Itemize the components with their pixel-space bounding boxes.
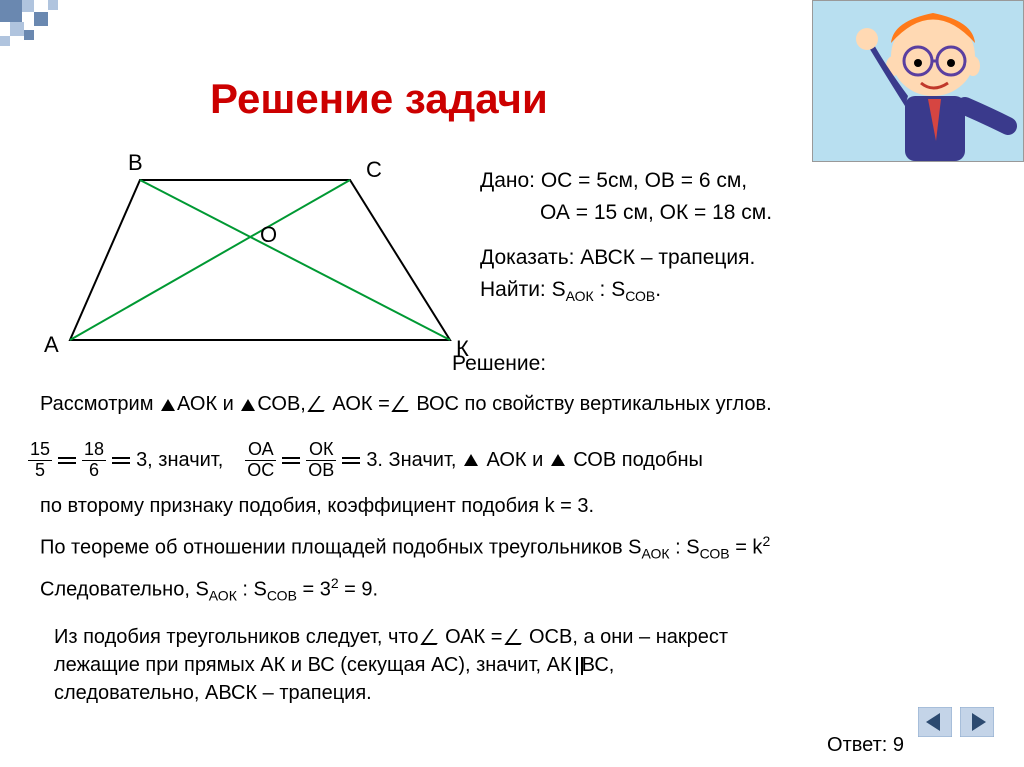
corner-decoration (0, 0, 80, 60)
s4c: = k (730, 537, 763, 559)
given-block: Дано: ОС = 5см, ОВ = 6 см, ОА = 15 см, О… (480, 165, 772, 307)
angle-icon (504, 629, 531, 645)
angle-icon (392, 396, 419, 412)
cartoon-illustration (812, 0, 1024, 162)
s1a: Рассмотрим (40, 393, 159, 415)
find-prefix: Найти: S (480, 278, 566, 301)
given-prove: Доказать: АВСК – трапеция. (480, 242, 772, 274)
find-suffix: . (655, 278, 661, 301)
s2d: СОВ подобны (573, 449, 703, 472)
s6e: ВС, (582, 654, 615, 676)
s4a: По теореме об отношении площадей подобны… (40, 537, 642, 559)
parallel-icon (576, 657, 578, 675)
vertex-a-label: А (44, 332, 59, 358)
s1e: ВОС по свойству вертикальных углов. (416, 393, 771, 415)
triangle-icon (464, 454, 478, 466)
s5d: = 9. (339, 579, 378, 601)
equals-icon (282, 454, 300, 467)
s4b: : S (670, 537, 700, 559)
s2b: 3. Значит, (366, 449, 456, 472)
s1d: АОК = (332, 393, 395, 415)
nav-buttons (918, 707, 994, 737)
nav-prev-button[interactable] (918, 707, 952, 737)
given-find: Найти: SАОК : SСОВ. (480, 274, 772, 307)
s4sup: 2 (762, 533, 770, 549)
frac-18-6: 186 (82, 440, 106, 481)
triangle-icon (551, 454, 565, 466)
step-3: по второму признаку подобия, коэффициент… (40, 495, 594, 518)
frac-15-5: 155 (28, 440, 52, 481)
angle-icon (308, 396, 335, 412)
s4sub1: АОК (642, 546, 670, 562)
s6a: Из подобия треугольников следует, что (54, 626, 424, 648)
solution-label: Решение: (452, 352, 546, 376)
s1c: СОВ, (257, 393, 311, 415)
trapezoid-diagram: В С А К О (40, 150, 470, 365)
given-line1: Дано: ОС = 5см, ОВ = 6 см, (480, 165, 772, 197)
s6b: ОАК = (445, 626, 508, 648)
frac-ok-ob: ОКОВ (306, 440, 336, 481)
s5sub2: СОВ (267, 588, 297, 604)
nav-next-button[interactable] (960, 707, 994, 737)
answer: Ответ: 9 (827, 734, 904, 757)
given-line2: ОА = 15 см, ОК = 18 см. (480, 197, 772, 229)
step-1: Рассмотрим АОК и СОВ, АОК = ВОС по свойс… (40, 393, 772, 416)
s5sup: 2 (331, 575, 339, 591)
frac-oa-oc: ОАОС (245, 440, 276, 481)
s2c: АОК и (486, 449, 543, 472)
s6d: лежащие при прямых АК и ВС (секущая АС),… (54, 654, 572, 676)
s2a: 3, значит, (136, 449, 223, 472)
s1b: АОК и (177, 393, 239, 415)
vertex-c-label: С (366, 157, 382, 183)
vertex-o-label: О (260, 222, 277, 248)
vertex-b-label: В (128, 150, 143, 176)
triangle-icon (241, 399, 255, 411)
triangle-icon (161, 399, 175, 411)
s6c: ОСВ, а они – накрест (529, 626, 728, 648)
find-sub2: СОВ (625, 288, 655, 304)
s4sub2: СОВ (700, 546, 730, 562)
equals-icon (342, 454, 360, 467)
find-sub1: АОК (566, 288, 594, 304)
step-4: По теореме об отношении площадей подобны… (40, 533, 770, 562)
page-title: Решение задачи (210, 75, 548, 123)
s6f: следовательно, АВСК – трапеция. (54, 682, 372, 704)
equals-icon (58, 454, 76, 467)
find-mid: : S (594, 278, 626, 301)
s5b: : S (237, 579, 267, 601)
step-6: Из подобия треугольников следует, что ОА… (54, 623, 728, 707)
s5a: Следовательно, S (40, 579, 209, 601)
s5sub1: АОК (209, 588, 237, 604)
angle-icon (420, 629, 447, 645)
s5c: = 3 (297, 579, 331, 601)
equals-icon (112, 454, 130, 467)
step-2: 155 186 3, значит, ОАОС ОКОВ 3. Значит, … (28, 440, 703, 481)
step-5: Следовательно, SАОК : SСОВ = 32 = 9. (40, 575, 378, 604)
